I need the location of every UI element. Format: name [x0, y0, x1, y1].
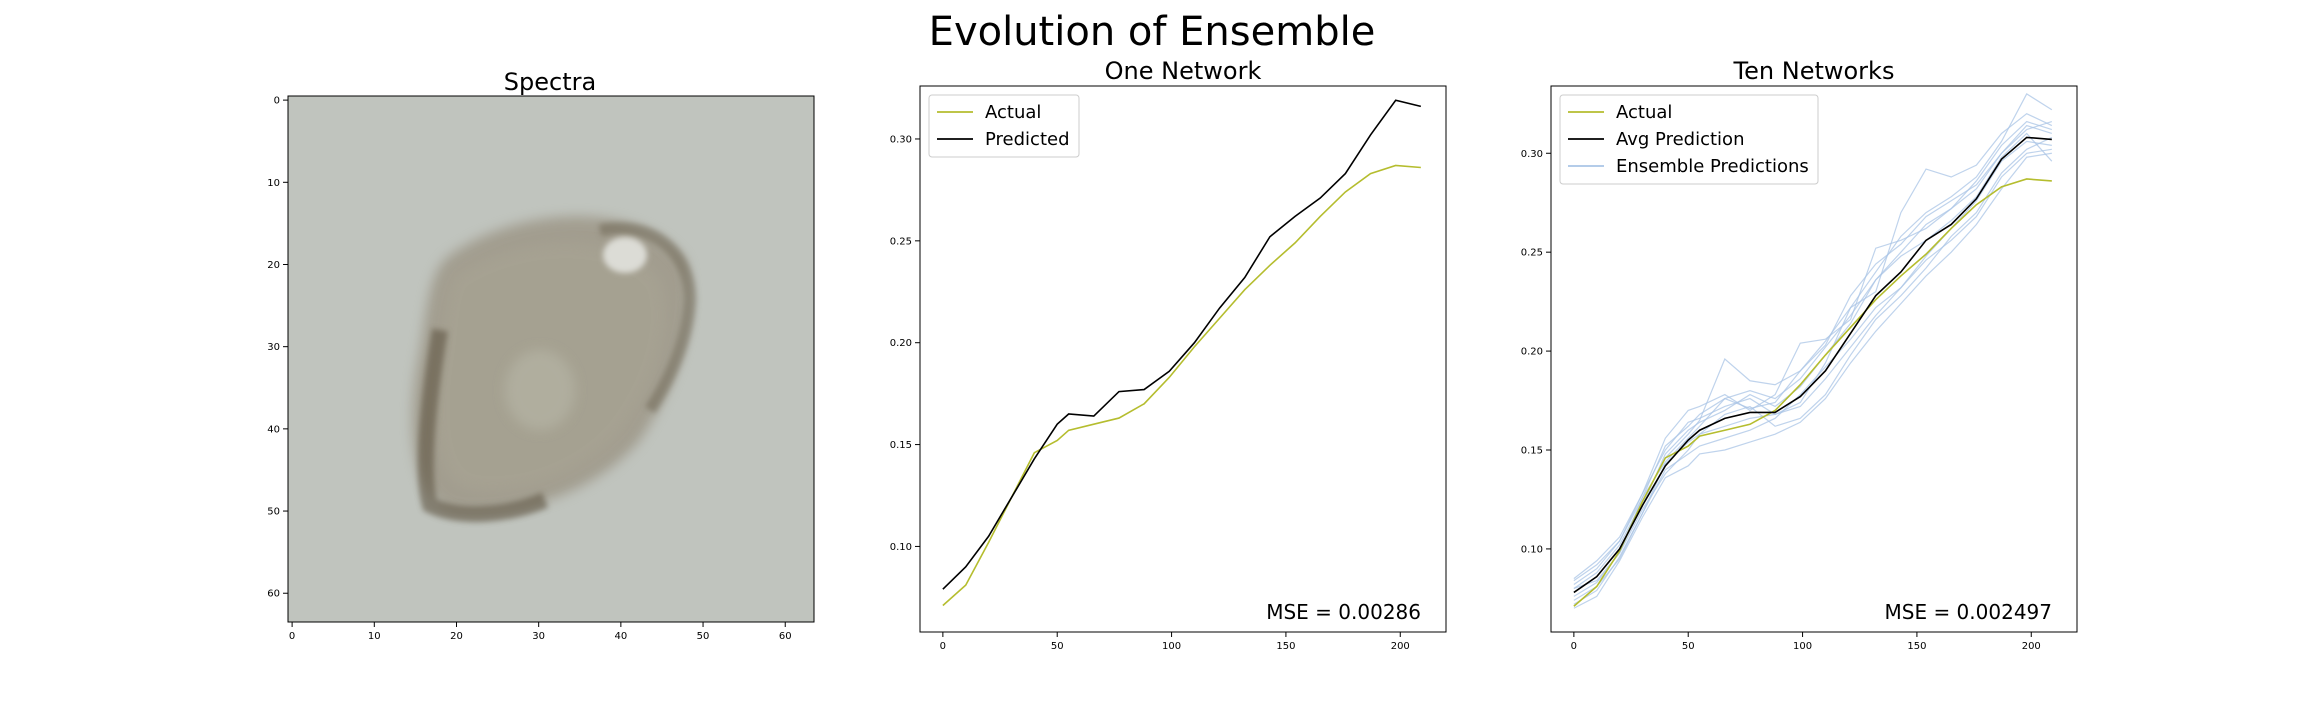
- legend-label: Avg Prediction: [1616, 129, 1744, 150]
- ten-networks-panel: Ten Networks 0 50 100 150 200 0.10 0.15 0.20 0.25…: [1521, 57, 2078, 652]
- spectra-title: Spectra: [504, 68, 596, 96]
- one-network-title: One Network: [1105, 57, 1262, 85]
- spectra-x-tick-label: 20: [450, 631, 463, 642]
- spectra-y-tick-label: 40: [267, 424, 280, 435]
- ten-networks-frame: [1550, 85, 2078, 633]
- spectra-x-tick-label: 50: [697, 631, 710, 642]
- spectra-x-tick-label: 10: [368, 631, 381, 642]
- ensemble-member-line: [1573, 152, 2052, 609]
- one-network-lines: [942, 99, 1422, 607]
- spectra-y-tick-label: 60: [267, 589, 280, 600]
- one-network-y-tick-label: 0.20: [890, 338, 912, 349]
- ten-networks-y-tick-label: 0.30: [1521, 149, 1543, 160]
- one-network-mse-annotation: MSE = 0.00286: [1266, 600, 1421, 624]
- ten-networks-legend: [1559, 94, 1819, 185]
- spectra-y-tick-label: 50: [267, 507, 280, 518]
- avg-prediction-line: [1573, 136, 2052, 594]
- legend-label: Actual: [1616, 102, 1672, 123]
- spectra-image: [288, 96, 814, 622]
- ten-networks-y-tick-label: 0.20: [1521, 347, 1543, 358]
- ten-networks-x-tick-label: 150: [1907, 641, 1926, 652]
- figure-title: Evolution of Ensemble: [929, 9, 1376, 55]
- spectra-y-tick-label: 30: [267, 342, 280, 353]
- legend-label: Ensemble Predictions: [1616, 156, 1809, 177]
- one-network-y-tick-label: 0.25: [890, 236, 912, 247]
- ten-networks-title: Ten Networks: [1733, 57, 1895, 85]
- spectra-blob-edge-right: [598, 222, 697, 414]
- spectra-x-tick-label: 40: [614, 631, 627, 642]
- spectra-x-axis: 0 10 20 30 40 50 60: [289, 622, 792, 642]
- one-network-plot-area: [920, 86, 1446, 632]
- ensemble-member-line: [1573, 112, 2053, 586]
- spectra-center: [505, 350, 575, 430]
- spectra-y-tick-label: 10: [267, 178, 280, 189]
- ten-networks-x-tick-label: 200: [2022, 641, 2041, 652]
- spectra-frame: [287, 95, 815, 623]
- ten-networks-x-tick-label: 100: [1793, 641, 1812, 652]
- one-network-panel: One Network 0 50 100 150 200 0.10 0.15 0.20 0.25 0…: [890, 57, 1447, 652]
- ensemble-member-line: [1573, 136, 2053, 601]
- one-network-y-tick-label: 0.10: [890, 542, 912, 553]
- one-network-x-tick-label: 150: [1276, 641, 1295, 652]
- one-network-legend: [928, 94, 1080, 158]
- actual-line: [1573, 178, 2052, 607]
- ten-networks-x-tick-label: 50: [1682, 641, 1695, 652]
- one-network-x-tick-label: 50: [1051, 641, 1064, 652]
- actual-line: [942, 164, 1421, 607]
- ten-networks-y-tick-label: 0.10: [1521, 544, 1543, 555]
- one-network-x-tick-label: 100: [1162, 641, 1181, 652]
- spectra-highlight: [603, 237, 647, 273]
- predicted-line: [942, 99, 1422, 590]
- ten-networks-x-tick-label: 0: [1571, 641, 1577, 652]
- ten-networks-y-tick-label: 0.25: [1521, 248, 1543, 259]
- spectra-panel: Spectra 0 10 20 30 40 50 60 0 10 20 30 40 50 60: [267, 68, 815, 642]
- spectra-blob-edge: [417, 328, 549, 523]
- one-network-y-tick-label: 0.30: [890, 134, 912, 145]
- spectra-y-tick-label: 0: [274, 96, 280, 107]
- one-network-y-tick-label: 0.15: [890, 440, 912, 451]
- spectra-y-tick-label: 20: [267, 260, 280, 271]
- one-network-frame: [919, 85, 1447, 633]
- one-network-x-tick-label: 200: [1391, 641, 1410, 652]
- ten-networks-lines: [1573, 93, 2053, 609]
- legend-label: Predicted: [985, 129, 1070, 150]
- spectra-x-tick-label: 0: [289, 631, 295, 642]
- ten-networks-mse-annotation: MSE = 0.002497: [1885, 600, 2053, 624]
- spectra-y-axis: 0 10 20 30 40 50 60: [267, 96, 288, 600]
- ensemble-member-line: [1573, 120, 2053, 580]
- one-network-x-tick-label: 0: [940, 641, 946, 652]
- spectra-x-tick-label: 30: [532, 631, 545, 642]
- ten-networks-y-tick-label: 0.15: [1521, 446, 1543, 457]
- ensemble-member-line: [1573, 148, 2052, 605]
- spectra-x-tick-label: 60: [779, 631, 792, 642]
- legend-label: Actual: [985, 102, 1041, 123]
